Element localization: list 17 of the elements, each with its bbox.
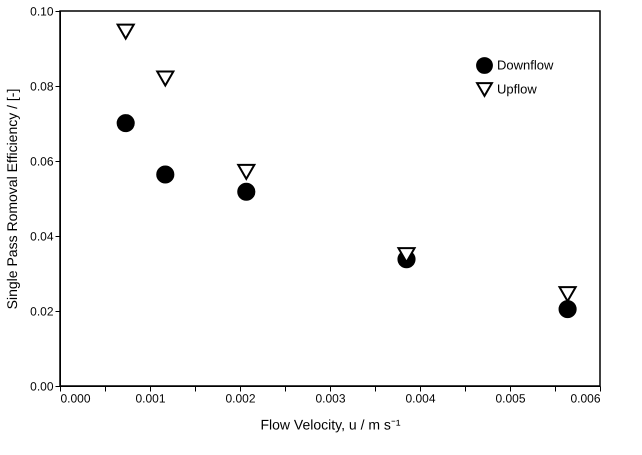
x-tick-label: 0.001 [135,392,166,406]
legend-label: Downflow [497,58,554,72]
x-tick-label: 0.002 [225,392,256,406]
x-tick-label: 0.004 [405,392,436,406]
x-tick-label: 0.000 [60,392,91,406]
x-tick-label: 0.006 [570,392,601,406]
y-tick-label: 0.10 [30,4,54,18]
x-tick-label: 0.005 [495,392,526,406]
x-tick-label: 0.003 [315,392,346,406]
y-axis-title: Single Pass Romoval Efficiency / [-] [4,88,20,310]
y-tick-label: 0.06 [30,154,54,168]
y-tick-label: 0.00 [30,380,54,394]
y-tick-label: 0.04 [30,230,54,244]
y-tick-label: 0.02 [30,304,54,318]
legend-label: Upflow [497,82,538,96]
y-tick-label: 0.08 [30,80,54,94]
x-axis-title: Flow Velocity, u / m s⁻¹ [260,416,401,432]
